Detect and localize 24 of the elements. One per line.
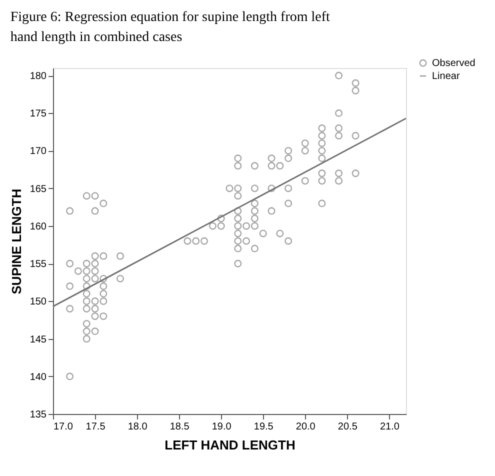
x-tick-label: 21.0 xyxy=(380,422,400,432)
y-axis-title: SUPINE LENGTH xyxy=(8,188,24,294)
x-tick-label: 18.0 xyxy=(128,422,148,432)
x-axis-title: LEFT HAND LENGTH xyxy=(164,438,296,452)
legend-label: Observed xyxy=(432,58,476,69)
y-tick-label: 155 xyxy=(30,259,47,270)
y-tick-label: 140 xyxy=(30,372,47,383)
y-tick-label: 165 xyxy=(30,184,47,195)
x-tick-label: 18.5 xyxy=(170,422,190,432)
x-tick-label: 19.0 xyxy=(212,422,232,432)
legend-label: Linear xyxy=(432,71,460,82)
y-tick-label: 150 xyxy=(30,296,47,308)
x-tick-label: 19.5 xyxy=(254,422,274,432)
y-tick-label: 180 xyxy=(30,71,47,82)
y-tick-label: 170 xyxy=(30,146,47,158)
y-tick-label: 175 xyxy=(30,108,47,120)
chart-title: Figure 6: Regression equation for supine length from left hand length in combined cases xyxy=(10,10,330,45)
x-tick-label: 20.5 xyxy=(338,422,358,432)
y-tick-label: 135 xyxy=(30,410,47,420)
y-tick-label: 145 xyxy=(30,334,47,346)
x-tick-label: 17.5 xyxy=(86,422,106,432)
x-tick-label: 17.0 xyxy=(54,422,74,432)
y-tick-label: 160 xyxy=(30,221,47,232)
x-tick-label: 20.0 xyxy=(296,422,316,432)
